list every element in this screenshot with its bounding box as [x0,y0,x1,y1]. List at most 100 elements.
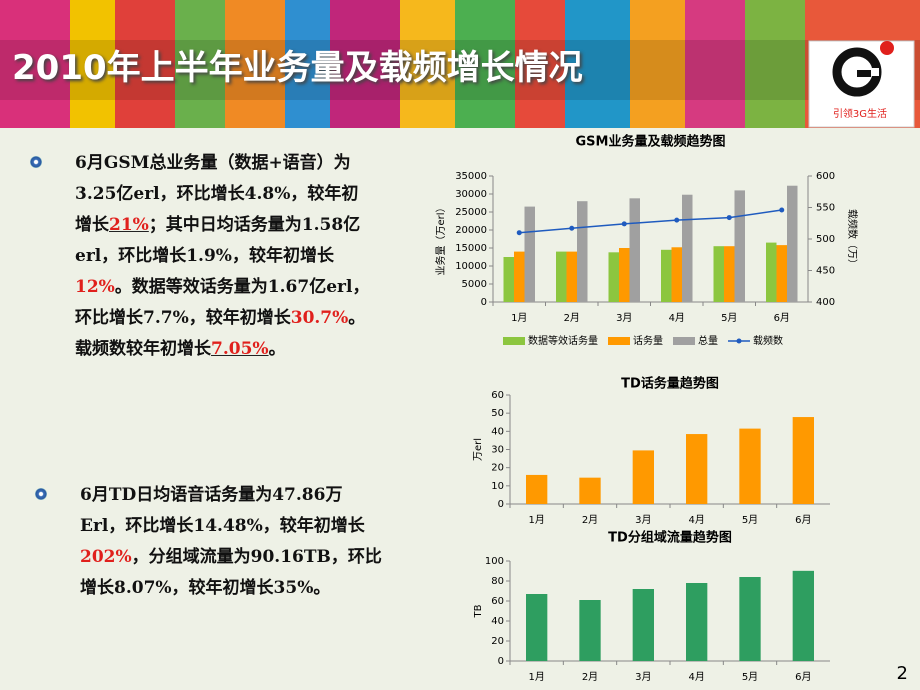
y-tick-label: 0 [498,499,504,510]
bar [734,190,745,302]
y-tick-label: 20000 [455,225,487,236]
header-band: 引领3G生活 [0,0,920,128]
y-axis-label: 业务量（万erl） [434,202,447,275]
bar [579,477,601,504]
y2-tick-label: 500 [816,234,835,245]
bar [526,474,548,504]
x-tick-label: 2月 [582,514,598,526]
text-run: 。数据等效话务量为1.67亿erl，环比增长7.7%，较年初增长 [75,277,370,328]
bar [739,577,761,661]
y-tick-label: 10 [491,481,504,492]
bar [577,201,588,302]
text-run: 6月TD日均语音话务量为47.86万Erl，环比增长14.48%，较年初增长 [80,485,365,536]
x-tick-label: 3月 [635,514,651,526]
y-tick-label: 20 [491,463,504,474]
logo-text: 引领3G生活 [833,107,887,120]
x-tick-label: 5月 [742,514,758,526]
chart-title: TD话务量趋势图 [621,376,719,392]
y2-tick-label: 450 [816,266,835,277]
line-point [621,221,627,227]
y-tick-label: 60 [491,390,504,401]
x-tick-label: 4月 [688,514,704,526]
text-run: 30.7% [290,308,349,328]
legend-label: 载频数 [753,334,783,347]
x-tick-label: 5月 [742,671,758,683]
bar [686,434,708,504]
bar [724,246,735,302]
y-tick-label: 30 [491,445,504,456]
page-number: 2 [896,663,908,684]
x-tick-label: 6月 [774,312,790,324]
bar [566,251,577,302]
line-point [674,217,680,223]
text-run: 6月GSM总业务量（数据+语音）为3.25亿erl，环比增长4.8%，较年初增长 [75,153,359,235]
line-point [516,230,522,236]
bar [514,251,525,302]
y-tick-label: 40 [491,616,504,627]
y-tick-label: 0 [498,656,504,667]
line-point [779,207,785,213]
x-tick-label: 3月 [616,312,632,324]
bar [686,583,708,661]
bar [619,248,630,302]
legend-swatch [673,337,695,345]
y-tick-label: 60 [491,596,504,607]
y-tick-label: 15000 [455,243,487,254]
y-tick-label: 0 [481,297,487,308]
y-tick-label: 40 [491,426,504,437]
chart-title: TD分组域流量趋势图 [608,530,732,546]
bullet: 6月GSM总业务量（数据+语音）为3.25亿erl，环比增长4.8%，较年初增长… [30,148,375,365]
bar [629,198,640,302]
y-tick-label: 100 [485,556,504,567]
y-tick-label: 50 [491,408,504,419]
bar [776,245,787,302]
y-axis-label: 万erl [473,438,484,461]
y-tick-label: 35000 [455,171,487,182]
legend-label: 总量 [698,334,718,347]
text-run: 7.05% [211,339,269,359]
bar [661,249,672,302]
bar [682,194,693,302]
legend-swatch [503,337,525,345]
y2-tick-label: 400 [816,297,835,308]
x-tick-label: 3月 [635,671,651,683]
bar [787,185,798,302]
line-point [726,215,732,221]
text-run: ；其中日均话务量为1.58亿erl，环比增长1.9%，较年初增长 [75,215,361,266]
legend-label: 数据等效话务量 [528,334,598,347]
bar [556,251,567,302]
bar [526,594,548,661]
x-tick-label: 6月 [795,671,811,683]
x-tick-label: 2月 [564,312,580,324]
slide-title: 2010年上半年业务量及载频增长情况 [12,48,583,88]
y-tick-label: 5000 [462,279,487,290]
text-run: 。载频数较年初增长 [75,308,366,359]
legend-swatch [736,338,742,344]
line [519,209,782,234]
x-tick-label: 6月 [795,514,811,526]
y-tick-label: 20 [491,636,504,647]
x-tick-label: 1月 [511,312,527,324]
y2-tick-label: 550 [816,203,835,214]
text-run: 21% [109,215,149,235]
y-tick-label: 10000 [455,261,487,272]
x-tick-label: 1月 [528,514,544,526]
y-tick-label: 80 [491,576,504,587]
y2-tick-label: 600 [816,171,835,182]
x-tick-label: 1月 [528,671,544,683]
x-tick-label: 4月 [688,671,704,683]
legend-label: 话务量 [633,334,663,347]
bar [503,257,514,302]
y-tick-label: 30000 [455,189,487,200]
bar [579,600,601,661]
y-axis-label: TB [473,604,484,618]
bar [713,246,724,302]
chart-title: GSM业务量及载频趋势图 [576,134,726,150]
line-point [569,225,575,231]
text-run: 202% [80,547,132,567]
text-run: ，分组域流量为90.16TB，环比增长8.07%，较年初增长35%。 [80,547,382,598]
bar [792,417,814,504]
x-tick-label: 5月 [721,312,737,324]
